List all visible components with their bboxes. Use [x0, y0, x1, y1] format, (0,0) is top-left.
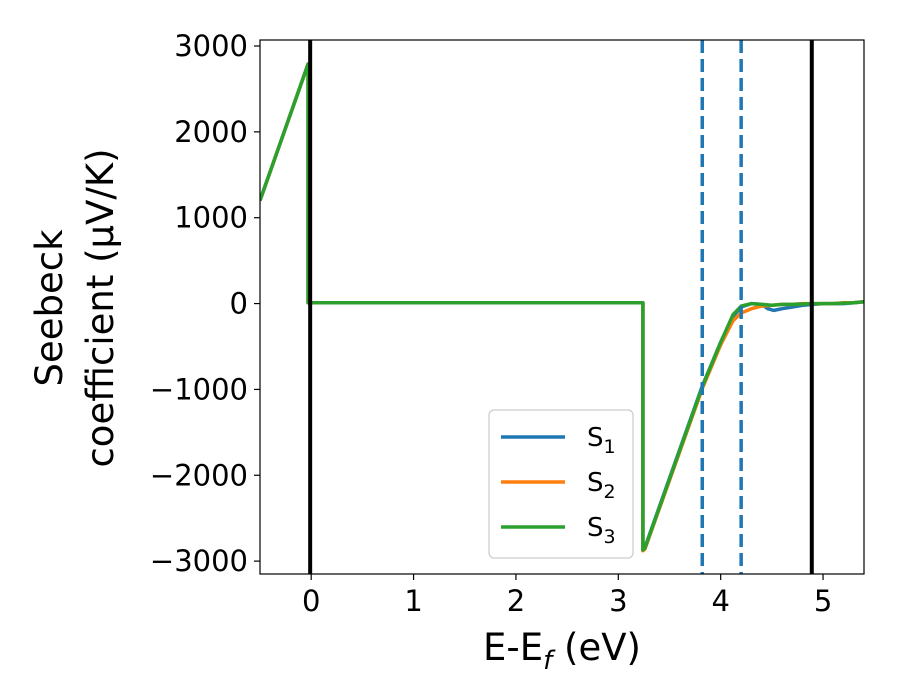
- plot-area: [260, 40, 864, 574]
- x-tick-label: 4: [711, 584, 729, 618]
- x-tick-label: 2: [507, 584, 525, 618]
- y-tick-label: 2000: [174, 115, 248, 149]
- y-tick-label: −2000: [150, 458, 248, 492]
- y-axis-label-line2: coefficient (μV/K): [79, 148, 122, 467]
- y-tick-label: −1000: [150, 372, 248, 406]
- legend-box: [488, 409, 634, 559]
- y-axis-label-line1: Seebeck: [28, 229, 71, 387]
- legend-label-3: S3: [587, 513, 616, 548]
- series-line-3: [260, 62, 864, 552]
- x-axis-label: E-Ef (eV): [483, 626, 641, 676]
- y-tick-label: 3000: [174, 29, 248, 63]
- x-tick-label: 5: [814, 584, 832, 618]
- legend: S1 S2 S3: [488, 409, 634, 559]
- y-tick-label: 0: [230, 287, 248, 321]
- x-tick-label: 0: [302, 584, 320, 618]
- x-tick-label: 1: [404, 584, 422, 618]
- ticks: 0 1 2 3 4 5 −3000 −2000 −1000 0 1000 2000 3000: [150, 29, 832, 618]
- y-tick-label: −3000: [150, 544, 248, 578]
- axes-frame: [259, 39, 865, 575]
- y-axis-label: Seebeck coefficient (μV/K): [28, 148, 122, 467]
- x-tick-label: 3: [609, 584, 627, 618]
- legend-label-2: S2: [587, 468, 616, 503]
- y-tick-label: 1000: [174, 201, 248, 235]
- legend-label-1: S1: [587, 423, 616, 458]
- plot-border: [259, 39, 865, 575]
